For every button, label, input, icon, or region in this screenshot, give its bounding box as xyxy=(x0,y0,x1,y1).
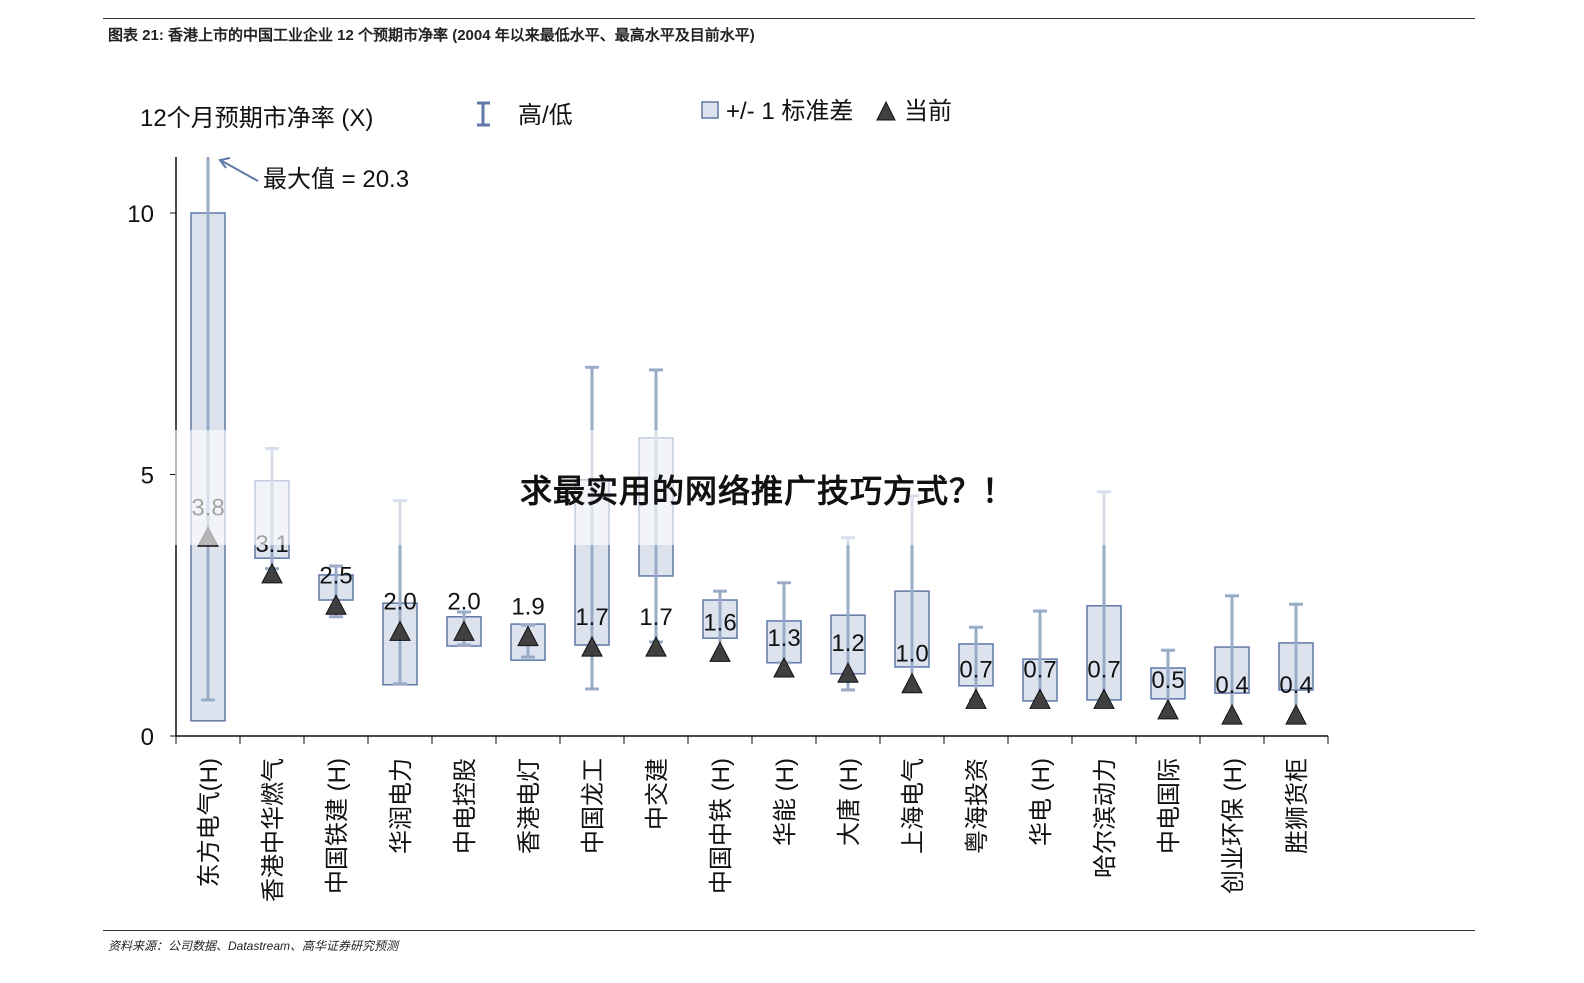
x-category-label: 华润电力 xyxy=(388,758,415,854)
x-category-label: 中国中铁 (H) xyxy=(708,758,735,894)
category-group: 1.6 中国中铁 (H) xyxy=(702,589,738,894)
y-tick-label: 0 xyxy=(141,724,154,751)
category-group: 0.4 创业环保 (H) xyxy=(1214,594,1250,894)
category-group: 0.7 哈尔滨动力 xyxy=(1086,490,1122,878)
watermark-band xyxy=(175,430,1315,545)
current-marker xyxy=(1029,688,1051,709)
bottom-rule xyxy=(103,930,1475,931)
x-category-label: 中交建 xyxy=(644,758,671,830)
current-marker xyxy=(965,688,987,709)
category-group: 1.3 华能 (H) xyxy=(766,581,802,846)
current-marker xyxy=(709,641,731,662)
current-marker xyxy=(1285,704,1307,725)
x-category-label: 华能 (H) xyxy=(772,758,799,846)
current-value-label: 1.3 xyxy=(767,625,800,652)
legend-high-low: 高/低 xyxy=(518,102,573,129)
category-group: 2.5 中国铁建 (H) xyxy=(318,562,354,894)
x-category-label: 中电控股 xyxy=(452,758,479,854)
x-category-label: 上海电气 xyxy=(900,758,927,854)
legend: 高/低 +/- 1 标准差 当前 xyxy=(477,98,952,129)
x-category-label: 大唐 (H) xyxy=(836,758,863,846)
category-group: 2.0 中电控股 xyxy=(446,588,482,854)
source-note: 资料来源：公司数据、Datastream、高华证券研究预测 xyxy=(108,939,399,953)
current-value-label: 1.7 xyxy=(639,604,672,631)
legend-sd: +/- 1 标准差 xyxy=(726,98,853,125)
category-group: 0.5 中电国际 xyxy=(1150,648,1186,854)
current-marker xyxy=(645,636,667,657)
current-value-label: 0.5 xyxy=(1151,667,1184,694)
whisker-icon xyxy=(477,101,490,127)
category-group: 2.0 华润电力 xyxy=(382,499,418,854)
y-tick-label: 5 xyxy=(141,463,154,490)
top-rule xyxy=(103,18,1475,19)
current-marker xyxy=(1157,698,1179,720)
current-marker xyxy=(261,562,283,584)
x-category-label: 中电国际 xyxy=(1156,758,1183,854)
current-value-label: 2.0 xyxy=(383,588,416,615)
current-value-label: 1.0 xyxy=(895,641,928,668)
current-value-label: 2.0 xyxy=(447,588,480,615)
max-annotation: 最大值 = 20.3 xyxy=(263,166,409,193)
x-category-label: 中国龙工 xyxy=(580,758,607,854)
current-value-label: 0.4 xyxy=(1279,672,1312,699)
current-marker xyxy=(773,656,795,678)
x-category-label: 哈尔滨动力 xyxy=(1092,758,1119,878)
y-axis-label: 12个月预期市净率 (X) xyxy=(140,105,373,132)
box-icon xyxy=(701,101,719,119)
x-category-label: 香港中华燃气 xyxy=(260,758,287,902)
category-group: 0.7 华电 (H) xyxy=(1022,609,1058,846)
category-group: 0.4 胜狮货柜 xyxy=(1278,602,1314,854)
x-category-label: 粤海投资 xyxy=(964,758,991,854)
current-value-label: 1.6 xyxy=(703,609,736,636)
x-category-label: 创业环保 (H) xyxy=(1220,758,1247,894)
x-category-label: 中国铁建 (H) xyxy=(324,758,351,894)
current-value-label: 0.7 xyxy=(1087,656,1120,683)
annotation-arrow xyxy=(221,160,259,182)
category-group: 1.9 香港电灯 xyxy=(510,594,546,854)
category-group: 0.7 粤海投资 xyxy=(958,625,994,854)
watermark-text: 求最实用的网络推广技巧方式？！ xyxy=(520,472,1016,510)
current-marker xyxy=(581,636,603,657)
current-marker xyxy=(1093,688,1115,709)
current-marker xyxy=(325,594,347,615)
category-group: 1.0 上海电气 xyxy=(894,494,930,854)
figure-title: 图表 21: 香港上市的中国工业企业 12 个预期市净率 (2004 年以来最低… xyxy=(108,27,755,44)
x-category-label: 香港电灯 xyxy=(516,758,543,854)
current-value-label: 0.7 xyxy=(959,656,992,683)
current-marker xyxy=(517,625,539,647)
current-value-label: 1.2 xyxy=(831,630,864,657)
category-group: 1.2 大唐 (H) xyxy=(830,536,866,846)
current-value-label: 0.7 xyxy=(1023,656,1056,683)
current-marker xyxy=(1221,704,1243,725)
current-marker xyxy=(901,672,923,694)
x-category-label: 华电 (H) xyxy=(1028,758,1055,846)
legend-current: 当前 xyxy=(904,98,952,125)
current-marker xyxy=(389,620,411,641)
current-value-label: 1.7 xyxy=(575,604,608,631)
current-value-label: 0.4 xyxy=(1215,672,1248,699)
triangle-icon xyxy=(876,100,896,121)
x-category-label: 东方电气(H) xyxy=(196,758,223,887)
current-marker xyxy=(837,662,859,683)
y-tick-label: 10 xyxy=(127,201,154,228)
current-marker xyxy=(453,620,475,641)
current-value-label: 1.9 xyxy=(511,594,544,621)
x-category-label: 胜狮货柜 xyxy=(1284,758,1311,854)
current-value-label: 2.5 xyxy=(319,562,352,589)
annotation-arrowhead xyxy=(218,157,231,169)
